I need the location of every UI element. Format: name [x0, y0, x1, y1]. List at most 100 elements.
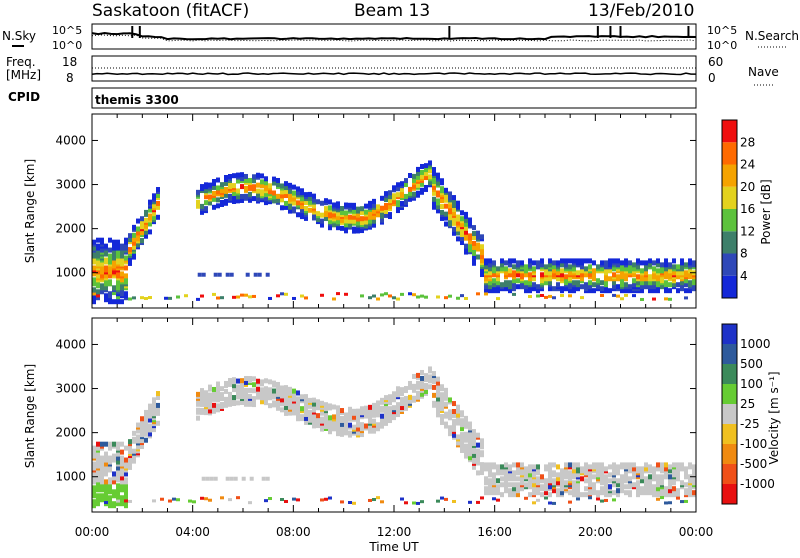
heatmap-cell	[292, 196, 296, 202]
heatmap-cell	[116, 245, 120, 251]
heatmap-cell	[664, 501, 668, 505]
heatmap-cell	[588, 474, 592, 480]
heatmap-cell	[92, 485, 96, 491]
heatmap-cell	[148, 403, 152, 409]
heatmap-cell	[368, 296, 372, 300]
heatmap-cell	[248, 191, 252, 197]
heatmap-cell	[168, 499, 172, 503]
heatmap-cell	[248, 401, 252, 407]
colorbar-segment	[722, 186, 737, 209]
heatmap-cell	[412, 183, 416, 189]
heatmap-cell	[480, 234, 484, 240]
heatmap-cell	[648, 464, 652, 470]
heatmap-cell	[624, 472, 628, 478]
heatmap-cell	[148, 427, 152, 433]
heatmap-cell	[596, 462, 600, 468]
y-tick-label: 4000	[55, 337, 86, 351]
heatmap-cell	[600, 490, 604, 496]
heatmap-cell	[156, 402, 160, 408]
heatmap-cell	[472, 240, 476, 246]
heatmap-cell	[564, 258, 568, 264]
heatmap-cell	[452, 206, 456, 212]
heatmap-cell	[652, 280, 656, 286]
heatmap-cell	[264, 196, 268, 202]
heatmap-cell	[212, 292, 216, 296]
heatmap-cell	[640, 470, 644, 476]
heatmap-cell	[588, 464, 592, 470]
heatmap-cell	[216, 197, 220, 203]
heatmap-cell	[680, 500, 684, 504]
heatmap-cell	[236, 188, 240, 194]
colorbar-tick-label: 8	[740, 247, 748, 261]
heatmap-cell	[144, 223, 148, 229]
heatmap-cell	[612, 490, 616, 496]
heatmap-cell	[616, 284, 620, 290]
heatmap-cell	[536, 464, 540, 470]
heatmap-cell	[612, 293, 616, 297]
heatmap-cell	[116, 483, 120, 489]
heatmap-cell	[140, 216, 144, 222]
heatmap-cell	[96, 457, 100, 463]
heatmap-cell	[444, 203, 448, 209]
heatmap-cell	[112, 453, 116, 459]
heatmap-cell	[400, 397, 404, 403]
heatmap-cell	[152, 397, 156, 403]
heatmap-cell	[116, 499, 120, 503]
heatmap-cell	[552, 260, 556, 266]
heatmap-cell	[292, 396, 296, 402]
heatmap-cell	[352, 208, 356, 214]
heatmap-cell	[224, 192, 228, 198]
heatmap-cell	[412, 293, 416, 297]
heatmap-cell	[528, 468, 532, 474]
heatmap-cell	[116, 239, 120, 245]
heatmap-cell	[152, 499, 156, 503]
heatmap-cell	[580, 466, 584, 472]
heatmap-cell	[380, 217, 384, 223]
heatmap-cell	[236, 378, 240, 384]
heatmap-cell	[504, 482, 508, 488]
x-tick-label: 04:00	[175, 525, 210, 539]
heatmap-cell	[416, 380, 420, 386]
heatmap-cell	[332, 414, 336, 420]
heatmap-cell	[684, 282, 688, 288]
x-tick-labels: 00:00 04:00 08:00 12:00 16:00 20:00 00:00	[75, 525, 714, 539]
heatmap-cell	[504, 472, 508, 478]
freq-right-tick-bottom: 0	[708, 71, 716, 85]
heatmap-cell	[672, 258, 676, 264]
heatmap-cell	[104, 265, 108, 271]
heatmap-cell	[436, 390, 440, 396]
colorbar-tick-label: 4	[740, 269, 748, 283]
heatmap-cell	[508, 268, 512, 274]
heatmap-cell	[312, 423, 316, 429]
heatmap-cell	[372, 418, 376, 424]
heatmap-cell	[624, 258, 628, 264]
heatmap-cell	[576, 280, 580, 286]
heatmap-cell	[332, 202, 336, 208]
heatmap-cell	[664, 272, 668, 278]
heatmap-cell	[640, 268, 644, 274]
heatmap-cell	[244, 293, 248, 297]
heatmap-cell	[512, 490, 516, 496]
heatmap-cell	[460, 432, 464, 438]
heatmap-cell	[268, 183, 272, 189]
heatmap-cell	[608, 472, 612, 478]
heatmap-cell	[592, 482, 596, 488]
heatmap-cell	[552, 272, 556, 278]
heatmap-cell	[452, 226, 456, 232]
colorbar-segment	[722, 253, 737, 276]
heatmap-cell	[432, 400, 436, 406]
heatmap-cell	[648, 262, 652, 268]
heatmap-cell	[584, 266, 588, 272]
heatmap-cell	[188, 499, 192, 503]
power-colorbar-label: Power [dB]	[759, 179, 773, 244]
heatmap-cell	[664, 486, 668, 492]
heatmap-cell	[204, 394, 208, 400]
heatmap-cell	[232, 195, 236, 201]
heatmap-cell	[120, 459, 124, 465]
heatmap-cell	[460, 210, 464, 216]
heatmap-cell	[668, 262, 672, 268]
heatmap-cell	[580, 476, 584, 482]
heatmap-cell	[156, 214, 160, 220]
heatmap-cell	[656, 462, 660, 468]
heatmap-cell	[348, 222, 352, 228]
